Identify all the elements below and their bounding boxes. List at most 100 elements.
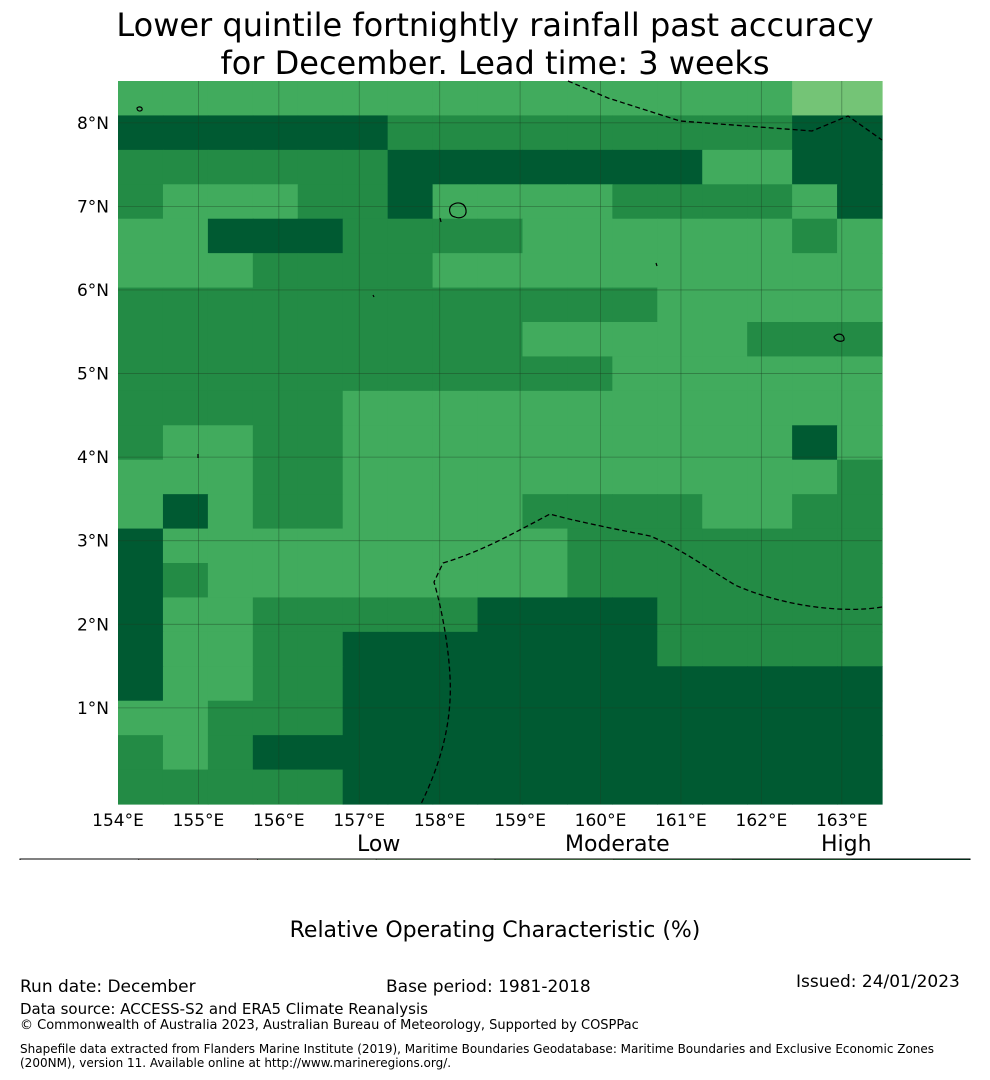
grid-cell [657,287,703,323]
grid-cell [432,287,479,323]
grid-cell [432,425,479,461]
latitude-tick-label: 3°N [77,532,109,552]
grid-cell [387,322,434,358]
grid-cell [162,218,209,254]
colorbar-category-moderate: Moderate [565,832,670,857]
colorbar [19,858,971,860]
grid-cell [657,253,703,289]
grid-cell [657,597,703,633]
grid-cell [387,769,434,805]
grid-cell [522,494,569,530]
grid-cell [477,149,524,185]
grid-cell [252,322,299,358]
grid-cell [297,597,344,633]
grid-cell [342,356,389,392]
grid-cell [747,287,793,323]
chart-title: Lower quintile fortnightly rainfall past… [0,6,990,82]
grid-cell [162,322,209,358]
grid-cell [747,459,793,495]
grid-cell [162,735,209,771]
grid-cell [297,81,344,117]
grid-cell [567,287,613,323]
grid-cell [342,666,389,702]
grid-cell [162,528,209,564]
grid-cell [747,218,793,254]
grid-cell [207,81,254,117]
grid-cell [702,735,748,771]
grid-cell [387,597,434,633]
grid-cell [747,597,793,633]
grid-cell [477,115,524,151]
grid-cell [252,563,299,599]
grid-cell [792,322,838,358]
grid-cell [657,735,703,771]
grid-cell [837,287,883,323]
grid-cell [118,494,164,530]
grid-cell [522,287,569,323]
grid-cell [207,425,254,461]
grid-cell [118,735,164,771]
grid-cell [657,115,703,151]
grid-cell [387,184,434,220]
eez-boundary-north [567,80,883,141]
grid-cell [612,390,658,426]
grid-cell [612,735,658,771]
grid-cell [297,769,344,805]
grid-cell [162,115,209,151]
grid-cell [387,494,434,530]
grid-cell [477,253,524,289]
grid-cell [432,253,479,289]
longitude-tick-label: 161°E [655,811,707,831]
grid-cell [207,735,254,771]
latitude-tick-label: 2°N [77,615,109,635]
grid-cell [252,597,299,633]
longitude-axis: 154°E 155°E 156°E 157°E 158°E 159°E 160°E 161°E… [92,811,867,831]
grid-cell [297,115,344,151]
grid-cell [657,81,703,117]
grid-cell [207,253,254,289]
grid-cell [477,666,524,702]
grid-cell [702,218,748,254]
grid-cell [612,700,658,736]
grid-cell [342,528,389,564]
grid-cell [567,494,613,530]
grid-cell [567,184,613,220]
grid-cell [837,735,883,771]
grid-cell [747,253,793,289]
grid-cell [522,218,569,254]
grid-cell [612,287,658,323]
shapefile-credit-line-2: (200NM), version 11. Available online at… [20,1056,452,1070]
grid-cell [207,184,254,220]
grid-cell [477,769,524,805]
grid-cell [612,253,658,289]
grid-cell [162,631,209,667]
grid-cell [162,356,209,392]
grid-cell [252,390,299,426]
grid-cell [342,253,389,289]
grid-cell [297,253,344,289]
grid-cell [567,390,613,426]
grid-cell [747,631,793,667]
grid-cell [477,459,524,495]
grid-cell [118,666,164,702]
grid-cell [252,528,299,564]
grid-cell [792,494,838,530]
grid-cell [522,459,569,495]
grid-cell [837,253,883,289]
grid-cell [522,425,569,461]
grid-cell [657,769,703,805]
grid-cell [387,459,434,495]
grid-cell [252,666,299,702]
grid-cell [342,81,389,117]
grid-cell [747,769,793,805]
grid-cell [162,700,209,736]
grid-cell [297,459,344,495]
grid-cell [612,356,658,392]
grid-cell [612,666,658,702]
colorbar-label: Relative Operating Characteristic (%) [289,918,701,943]
grid-cell [612,631,658,667]
grid-cell [837,218,883,254]
grid-cell [837,390,883,426]
grid-cell [522,563,569,599]
latitude-tick-label: 4°N [77,448,109,468]
